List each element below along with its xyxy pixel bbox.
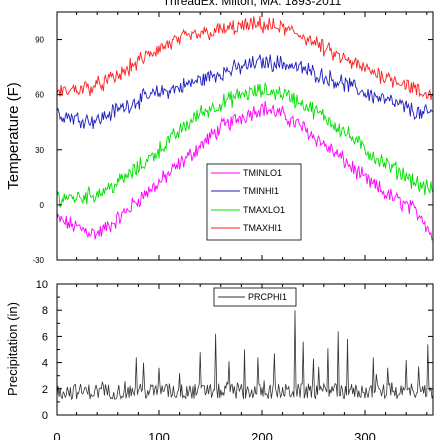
series-line-tmaxlo1 [56,81,434,208]
temperature-panel: ThreadEx: Milton, MA: 1893-2011 -30 0 30 60… [5,0,434,265]
temperature-plot-frame [56,11,434,261]
legend-label-tminlo1: TMINLO1 [243,168,282,178]
precipitation-legend: PRCPHI1 [213,287,297,307]
precipitation-y-tick-label: 8 [42,305,48,317]
precipitation-y-tick-label: 2 [42,384,48,396]
temperature-legend-box [206,163,302,241]
precipitation-y-axis-label: Precipitation (in) [5,302,20,396]
temperature-y-tick-label: 30 [35,146,44,155]
legend-label-tminhi1: TMINHI1 [243,186,279,196]
legend-label-tmaxhi1: TMAXHI1 [243,223,282,233]
temperature-y-tick-label: 60 [35,91,44,100]
chart-title: ThreadEx: Milton, MA: 1893-2011 [163,0,342,8]
day-x-tick-label: 200 [251,430,273,440]
precipitation-legend-box [213,287,297,307]
precipitation-y-tick-label: 4 [42,358,48,370]
precipitation-y-tick-label: 10 [36,279,48,291]
temperature-legend: TMINLO1 TMINHI1 TMAXLO1 TMAXHI1 [206,163,302,241]
legend-label-prcphi1: PRCPHI1 [248,292,287,302]
precipitation-y-ticks: 0 2 4 6 8 10 [36,279,433,422]
day-x-tick-label: 0 [53,430,60,440]
precipitation-y-tick-label: 6 [42,331,48,343]
temperature-series-group [56,16,434,241]
series-line-tmaxhi1 [56,16,434,100]
temperature-y-axis-label: Temperature (F) [5,82,22,190]
precipitation-panel: 0 2 4 6 8 10 0 100 200 300 Precipitation (in) PR… [5,279,434,440]
temperature-y-ticks: -30 0 30 60 90 [32,12,433,265]
series-line-tminhi1 [56,54,433,130]
temperature-y-tick-label: -30 [32,256,44,265]
series-line-tminlo1 [56,101,434,241]
day-x-tick-label: 100 [148,430,170,440]
day-x-tick-label: 300 [354,430,376,440]
precipitation-y-tick-label: 0 [42,410,48,422]
temperature-y-tick-label: 0 [40,201,45,210]
precipitation-series-group [56,310,434,401]
day-x-ticks: 0 100 200 300 [53,284,428,440]
series-line-prcphi1 [56,310,434,401]
temperature-y-tick-label: 90 [35,36,44,45]
legend-label-tmaxlo1: TMAXLO1 [243,205,285,215]
